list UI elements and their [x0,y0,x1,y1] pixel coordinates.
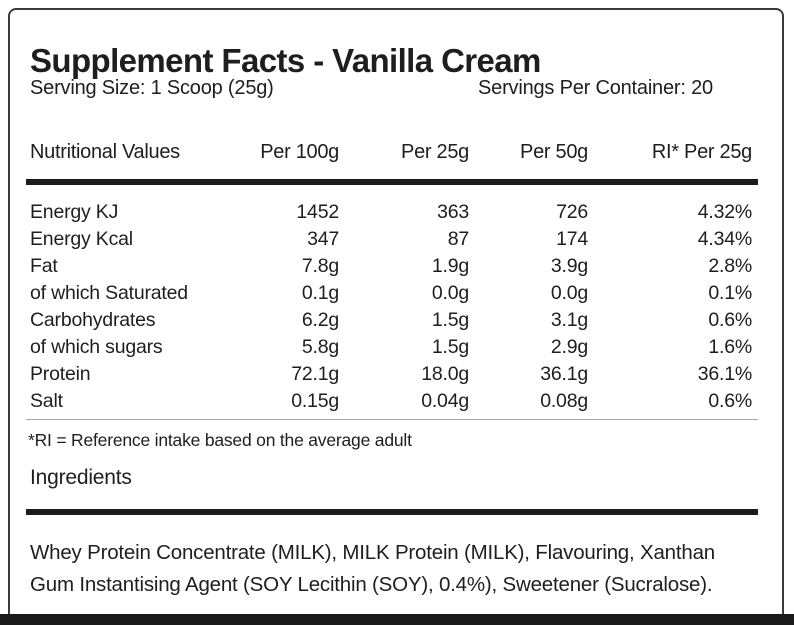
cell-per-100g: 7.8g [301,255,339,277]
cell-per-100g: 6.2g [301,309,339,331]
divider-thick-bottom [0,614,794,625]
cell-per-50g: 2.9g [550,336,588,358]
cell-per-50g: 0.08g [540,390,588,412]
cell-nutrient-name: of which sugars [30,336,163,358]
cell-per-100g: 72.1g [291,363,339,385]
cell-ri: 4.34% [697,228,752,250]
cell-per-50g: 0.0g [550,282,588,304]
cell-per-25g: 363 [437,201,469,223]
column-header-nutritional-values: Nutritional Values [30,141,180,163]
cell-ri: 4.32% [697,201,752,223]
table-header-row: Nutritional Values Per 100g Per 25g Per … [30,141,752,164]
ingredients-line: Gum Instantising Agent (SOY Lecithin (SO… [30,573,713,596]
ingredients-text: Whey Protein Concentrate (MILK), MILK Pr… [30,537,715,601]
cell-per-25g: 18.0g [421,363,469,385]
column-header-per-100g: Per 100g [260,141,339,163]
cell-ri: 2.8% [708,255,752,277]
table-row: Salt 0.15g 0.04g 0.08g 0.6% [30,390,752,417]
cell-ri: 36.1% [697,363,752,385]
cell-per-25g: 0.0g [431,282,469,304]
page-title: Supplement Facts - Vanilla Cream [30,42,541,80]
cell-per-100g: 5.8g [301,336,339,358]
cell-ri: 0.6% [708,309,752,331]
table-row: Protein 72.1g 18.0g 36.1g 36.1% [30,363,752,390]
cell-per-25g: 87 [447,228,469,250]
table-row: of which Saturated 0.1g 0.0g 0.0g 0.1% [30,282,752,309]
ingredients-heading: Ingredients [30,466,132,489]
cell-per-50g: 3.1g [550,309,588,331]
table-row: Fat 7.8g 1.9g 3.9g 2.8% [30,255,752,282]
cell-nutrient-name: Carbohydrates [30,309,156,331]
servings-per-container-text: Servings Per Container: 20 [478,77,713,99]
cell-per-50g: 36.1g [540,363,588,385]
table-row: of which sugars 5.8g 1.5g 2.9g 1.6% [30,336,752,363]
cell-nutrient-name: Protein [30,363,91,385]
column-header-ri-per-25g: RI* Per 25g [651,141,752,163]
divider-thick-ingredients [26,509,758,515]
cell-per-100g: 1452 [296,201,339,223]
cell-nutrient-name: Energy Kcal [30,228,133,250]
cell-per-50g: 3.9g [550,255,588,277]
divider-thick-header [26,179,758,185]
cell-per-100g: 0.1g [301,282,339,304]
cell-per-100g: 0.15g [291,390,339,412]
ingredients-line: Whey Protein Concentrate (MILK), MILK Pr… [30,541,715,564]
cell-per-25g: 1.5g [431,309,469,331]
cell-ri: 0.1% [708,282,752,304]
divider-thin-footnote [26,419,758,420]
table-row: Energy KJ 1452 363 726 4.32% [30,201,752,228]
cell-per-25g: 0.04g [421,390,469,412]
cell-nutrient-name: Energy KJ [30,201,119,223]
cell-per-25g: 1.9g [431,255,469,277]
nutrition-table: Energy KJ 1452 363 726 4.32% Energy Kcal… [30,201,752,417]
cell-ri: 0.6% [708,390,752,412]
cell-nutrient-name: Salt [30,390,63,412]
cell-nutrient-name: Fat [30,255,58,277]
cell-per-50g: 726 [556,201,588,223]
table-row: Energy Kcal 347 87 174 4.34% [30,228,752,255]
cell-nutrient-name: of which Saturated [30,282,188,304]
cell-per-25g: 1.5g [431,336,469,358]
cell-per-50g: 174 [556,228,588,250]
cell-per-100g: 347 [307,228,339,250]
table-row: Carbohydrates 6.2g 1.5g 3.1g 0.6% [30,309,752,336]
ri-footnote: *RI = Reference intake based on the aver… [28,430,412,450]
cell-ri: 1.6% [708,336,752,358]
column-header-per-25g: Per 25g [401,141,469,163]
serving-size-text: Serving Size: 1 Scoop (25g) [30,77,274,99]
column-header-per-50g: Per 50g [520,141,588,163]
